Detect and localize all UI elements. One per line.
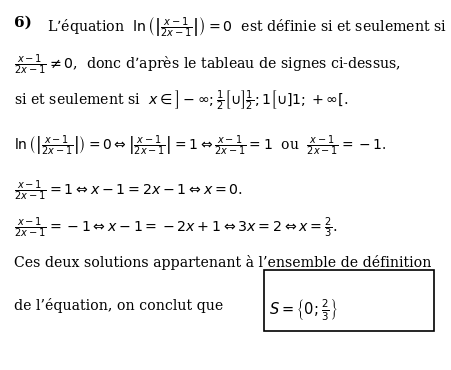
Text: $\frac{x-1}{2x-1}=-1\Leftrightarrow x-1=-2x+1\Leftrightarrow 3x=2\Leftrightarrow: $\frac{x-1}{2x-1}=-1\Leftrightarrow x-1=…: [14, 215, 336, 240]
Text: Ces deux solutions appartenant à l’ensemble de définition: Ces deux solutions appartenant à l’ensem…: [14, 255, 430, 270]
Text: $S=\left\{0;\frac{2}{3}\right\}$: $S=\left\{0;\frac{2}{3}\right\}$: [268, 298, 337, 323]
Text: $\frac{x-1}{2x-1}\neq 0$,  donc d’après le tableau de signes ci-dessus,: $\frac{x-1}{2x-1}\neq 0$, donc d’après l…: [14, 53, 400, 77]
Text: $\frac{x-1}{2x-1}=1\Leftrightarrow x-1=2x-1\Leftrightarrow x=0$.: $\frac{x-1}{2x-1}=1\Leftrightarrow x-1=2…: [14, 178, 242, 203]
Text: de l’équation, on conclut que: de l’équation, on conclut que: [14, 298, 227, 313]
Text: $\ln\left(\left|\frac{x-1}{2x-1}\right|\right)=0\Leftrightarrow\left|\frac{x-1}{: $\ln\left(\left|\frac{x-1}{2x-1}\right|\…: [14, 134, 385, 158]
Text: L’équation  $\ln\left(\left|\frac{x-1}{2x-1}\right|\right)=0$  est définie si et: L’équation $\ln\left(\left|\frac{x-1}{2x…: [47, 16, 446, 39]
Text: 6): 6): [14, 16, 37, 30]
Text: si et seulement si  $x\in\left]-\infty;\frac{1}{2}\right[\cup\left]\frac{1}{2};1: si et seulement si $x\in\left]-\infty;\f…: [14, 88, 347, 112]
FancyBboxPatch shape: [264, 270, 433, 331]
